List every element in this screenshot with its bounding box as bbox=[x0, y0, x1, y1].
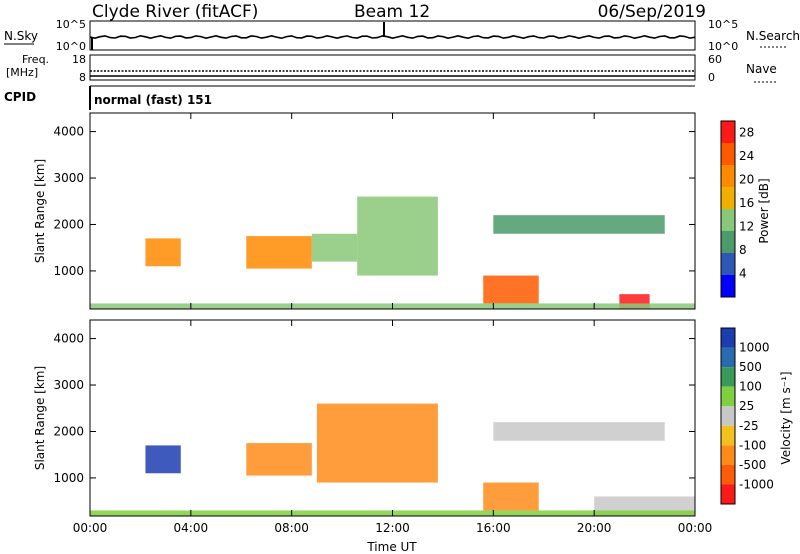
power-echo-region-3 bbox=[357, 196, 438, 276]
nave-label: Nave bbox=[746, 62, 777, 76]
power-colorbar-segment-1 bbox=[721, 143, 735, 165]
velocity-colorbar: 1000 500 100 25 -25 -100 -500 -1000 bbox=[720, 327, 774, 505]
velocity-y-label: Slant Range [km] bbox=[33, 366, 47, 470]
velocity-xtick-label-4: 16:00 bbox=[476, 521, 511, 535]
power-colorbar-segment-7 bbox=[721, 275, 735, 297]
velocity-xtick-label-1: 04:00 bbox=[174, 521, 209, 535]
power-echo-region-0 bbox=[145, 238, 181, 267]
velocity-data-layer bbox=[90, 403, 695, 516]
velocity-ytick-label-0: 1000 bbox=[53, 471, 84, 485]
velocity-colorbar-tick-1: 500 bbox=[739, 360, 762, 374]
date-title: 06/Sep/2019 bbox=[598, 2, 706, 22]
power-data-layer bbox=[90, 196, 695, 309]
velocity-y-axis: 1000 2000 3000 4000 bbox=[53, 332, 695, 485]
velocity-colorbar-segment-3 bbox=[721, 386, 735, 407]
velocity-ytick-label-3: 4000 bbox=[53, 332, 84, 346]
power-ytick-label-0: 1000 bbox=[53, 264, 84, 278]
velocity-echo-region-3 bbox=[483, 482, 539, 511]
freq-unit-label: [MHz] bbox=[6, 66, 38, 79]
power-echo-region-5 bbox=[493, 215, 665, 234]
velocity-x-axis: 00:00 04:00 08:00 12:00 16:00 20:00 00:00 bbox=[73, 320, 713, 535]
power-colorbar-tick-3: 16 bbox=[739, 196, 754, 210]
power-echo-region-1 bbox=[246, 236, 312, 269]
velocity-colorbar-segment-5 bbox=[721, 425, 735, 446]
velocity-ytick-label-1: 2000 bbox=[53, 424, 84, 438]
beam-title: Beam 12 bbox=[354, 2, 430, 22]
power-colorbar-segment-5 bbox=[721, 231, 735, 253]
cpid-label: CPID bbox=[4, 90, 36, 104]
freq-label: Freq. bbox=[22, 53, 49, 66]
velocity-echo-region-1 bbox=[246, 443, 312, 476]
nave-tick-top: 60 bbox=[708, 53, 722, 66]
velocity-panel: 1000 2000 3000 4000 00:00 04:00 08:00 12:00 16:… bbox=[33, 319, 793, 554]
velocity-colorbar-segment-0 bbox=[721, 328, 735, 348]
velocity-colorbar-label: Velocity [m s⁻¹] bbox=[779, 371, 793, 464]
power-colorbar-tick-2: 12 bbox=[739, 220, 754, 234]
power-colorbar: 4 8 12 16 20 24 28 bbox=[720, 120, 754, 298]
velocity-colorbar-tick-6: -500 bbox=[739, 458, 766, 472]
station-title: Clyde River (fitACF) bbox=[92, 2, 258, 22]
nave-tick-bottom: 0 bbox=[708, 71, 715, 84]
velocity-ytick-label-2: 3000 bbox=[53, 378, 84, 392]
noise-tick-right-bottom: 10^0 bbox=[708, 40, 738, 53]
velocity-colorbar-tick-4: -25 bbox=[739, 419, 759, 433]
power-colorbar-tick-6: 28 bbox=[739, 126, 754, 140]
nsearch-label: N.Search bbox=[746, 29, 800, 43]
velocity-xtick-label-6: 00:00 bbox=[678, 521, 713, 535]
velocity-colorbar-tick-5: -100 bbox=[739, 438, 766, 452]
power-x-axis bbox=[89, 113, 696, 309]
noise-trace bbox=[89, 34, 696, 40]
velocity-colorbar-tick-0: 1000 bbox=[739, 341, 770, 355]
power-colorbar-segment-0 bbox=[721, 121, 735, 143]
power-ytick-label-2: 3000 bbox=[53, 171, 84, 185]
velocity-echo-region-2 bbox=[316, 403, 438, 483]
velocity-colorbar-tick-7: -1000 bbox=[739, 477, 774, 491]
velocity-colorbar-tick-2: 100 bbox=[739, 380, 762, 394]
power-colorbar-segment-6 bbox=[721, 253, 735, 275]
freq-tick-top: 18 bbox=[72, 53, 86, 66]
power-ytick-label-3: 4000 bbox=[53, 125, 84, 139]
freq-tick-bottom: 8 bbox=[79, 71, 86, 84]
velocity-xtick-label-0: 00:00 bbox=[73, 521, 108, 535]
velocity-colorbar-segment-7 bbox=[721, 464, 735, 485]
velocity-colorbar-segment-6 bbox=[721, 445, 735, 465]
velocity-echo-region-0 bbox=[145, 445, 181, 474]
time-axis-label: Time UT bbox=[366, 540, 417, 554]
power-colorbar-segment-4 bbox=[721, 209, 735, 231]
power-colorbar-frame bbox=[720, 120, 736, 298]
power-colorbar-tick-5: 24 bbox=[739, 149, 754, 163]
velocity-xtick-label-3: 12:00 bbox=[375, 521, 410, 535]
velocity-colorbar-tick-3: 25 bbox=[739, 399, 754, 413]
power-colorbar-label: Power [dB] bbox=[757, 178, 771, 243]
cpid-text: normal (fast) 151 bbox=[94, 93, 212, 107]
power-colorbar-tick-1: 8 bbox=[739, 243, 747, 257]
power-y-axis: 1000 2000 3000 4000 bbox=[53, 125, 695, 278]
velocity-xtick-label-2: 08:00 bbox=[274, 521, 309, 535]
noise-tick-right-top: 10^5 bbox=[708, 18, 738, 31]
velocity-colorbar-segment-4 bbox=[721, 406, 735, 426]
power-echo-region-2 bbox=[311, 233, 358, 262]
noise-tick-left-bottom: 10^0 bbox=[56, 40, 86, 53]
power-colorbar-tick-0: 4 bbox=[739, 267, 747, 281]
nsky-label: N.Sky bbox=[4, 29, 38, 43]
power-colorbar-segment-2 bbox=[721, 165, 735, 187]
power-colorbar-segment-3 bbox=[721, 187, 735, 209]
power-y-label: Slant Range [km] bbox=[33, 159, 47, 263]
noise-strip: N.Sky 10^5 10^0 10^5 10^0 N.Search bbox=[4, 18, 800, 53]
power-panel: 1000 2000 3000 4000 Slant Range [km] 4 8 12 16… bbox=[33, 112, 771, 310]
velocity-colorbar-segment-8 bbox=[721, 484, 735, 504]
velocity-colorbar-segment-1 bbox=[721, 347, 735, 368]
cpid-strip: CPID normal (fast) 151 bbox=[4, 85, 695, 110]
power-colorbar-tick-4: 20 bbox=[739, 173, 754, 187]
velocity-xtick-label-5: 20:00 bbox=[577, 521, 612, 535]
velocity-echo-region-4 bbox=[493, 422, 665, 441]
power-ytick-label-1: 2000 bbox=[53, 217, 84, 231]
velocity-colorbar-segment-2 bbox=[721, 367, 735, 387]
velocity-colorbar-frame bbox=[720, 327, 736, 505]
power-echo-region-4 bbox=[483, 275, 539, 304]
frequency-strip: Freq. [MHz] 18 8 60 0 Nave bbox=[6, 53, 777, 84]
noise-tick-left-top: 10^5 bbox=[56, 18, 86, 31]
